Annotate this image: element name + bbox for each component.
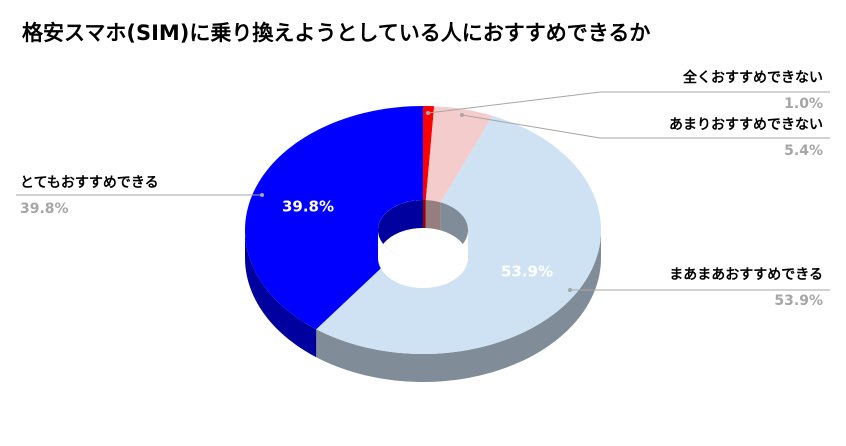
slice-side	[316, 230, 601, 382]
hole-wall	[425, 200, 441, 231]
leader-dot	[568, 288, 572, 292]
slice	[245, 106, 423, 330]
chart-title: 格安スマホ(SIM)に乗り換えようとしている人におすすめできるか	[22, 21, 650, 45]
category-label: あまりおすすめできない	[669, 117, 823, 133]
value-label: 5.4%	[784, 143, 823, 159]
hole-cover	[378, 230, 468, 288]
leader-line	[461, 114, 830, 139]
value-label: 39.8%	[20, 201, 69, 217]
leader-dot	[460, 113, 464, 117]
hole-wall	[378, 200, 423, 258]
value-label: 1.0%	[784, 96, 823, 112]
category-label: とてもおすすめできる	[20, 175, 159, 191]
hole-wall	[440, 202, 468, 258]
slice	[316, 115, 601, 354]
leader-dot	[426, 111, 430, 115]
slice-label: 39.8%	[282, 198, 334, 216]
slice-side	[245, 230, 317, 358]
value-label: 53.9%	[774, 293, 823, 309]
category-label: 全くおすすめできない	[682, 69, 823, 86]
slice	[425, 106, 493, 203]
hole-wall	[423, 200, 426, 229]
slice	[423, 106, 435, 201]
leader-dot	[260, 193, 264, 197]
slice-label: 53.9%	[501, 263, 553, 281]
category-label: まあまあおすすめできる	[669, 267, 823, 283]
leader-line	[427, 91, 830, 114]
